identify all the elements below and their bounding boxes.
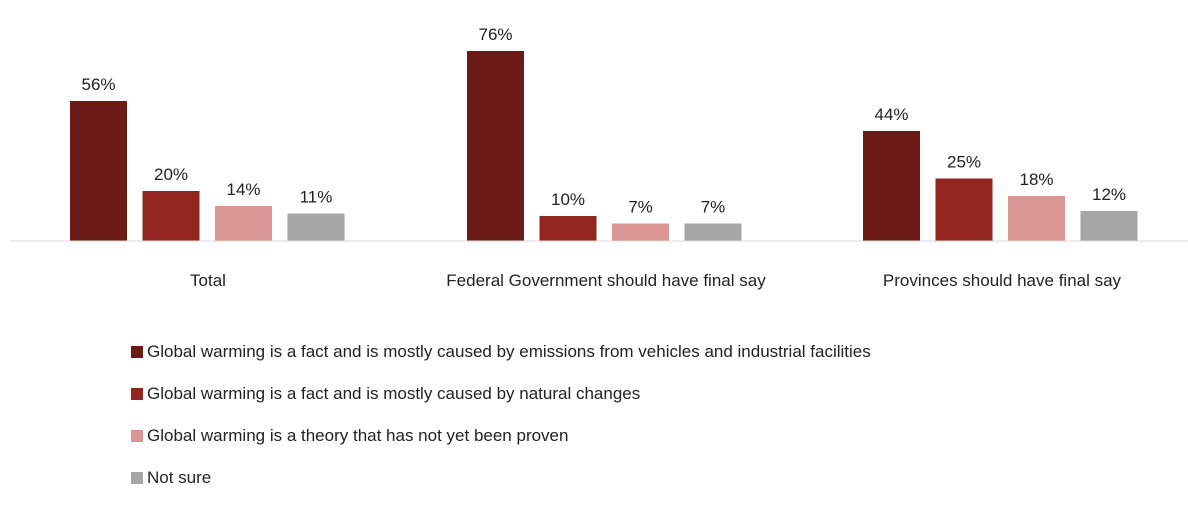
legend: Global warming is a fact and is mostly c… — [131, 342, 871, 510]
bar-total-natural — [142, 191, 200, 241]
data-label-total-natural: 20% — [154, 165, 188, 184]
legend-swatch-natural — [131, 388, 143, 400]
data-label-provinces-emissions: 44% — [874, 105, 908, 124]
data-label-provinces-theory: 18% — [1019, 170, 1053, 189]
legend-swatch-theory — [131, 430, 143, 442]
category-label-provinces: Provinces should have final say — [882, 271, 1122, 290]
legend-label-natural: Global warming is a fact and is mostly c… — [147, 384, 641, 403]
bar-federal-theory — [612, 223, 669, 241]
data-label-total-emissions: 56% — [81, 75, 115, 94]
bar-federal-natural — [539, 216, 597, 241]
bar-total-emissions — [70, 101, 127, 241]
bar-provinces-theory — [1008, 196, 1065, 241]
bars-group — [70, 51, 1138, 241]
bar-total-not-sure — [287, 213, 345, 241]
legend-item-theory: Global warming is a theory that has not … — [131, 426, 871, 446]
data-label-provinces-not-sure: 12% — [1092, 185, 1126, 204]
bar-federal-emissions — [467, 51, 524, 241]
legend-item-not-sure: Not sure — [131, 468, 871, 488]
data-label-federal-emissions: 76% — [478, 25, 512, 44]
data-label-federal-theory: 7% — [628, 198, 653, 217]
bar-provinces-not-sure — [1080, 211, 1138, 241]
bar-federal-not-sure — [684, 223, 742, 241]
bar-provinces-natural — [935, 178, 993, 241]
legend-swatch-emissions — [131, 346, 143, 358]
legend-item-emissions: Global warming is a fact and is mostly c… — [131, 342, 871, 362]
bar-total-theory — [215, 206, 272, 241]
legend-label-emissions: Global warming is a fact and is mostly c… — [147, 342, 871, 361]
legend-swatch-not-sure — [131, 472, 143, 484]
legend-label-theory: Global warming is a theory that has not … — [147, 426, 569, 445]
category-label-federal: Federal Government should have final say — [446, 271, 766, 290]
category-label-total: Total — [190, 271, 226, 290]
legend-label-not-sure: Not sure — [147, 468, 212, 487]
data-label-total-not-sure: 11% — [300, 188, 333, 207]
data-label-federal-not-sure: 7% — [701, 198, 726, 217]
data-label-total-theory: 14% — [226, 180, 260, 199]
data-labels-group: 56% 20% 14% 11% 76% 10% 7% 7% 44% 25% 18% 12% — [81, 25, 1126, 217]
data-label-federal-natural: 10% — [551, 190, 585, 209]
bar-provinces-emissions — [863, 131, 920, 241]
legend-item-natural: Global warming is a fact and is mostly c… — [131, 384, 871, 404]
data-label-provinces-natural: 25% — [947, 153, 981, 172]
